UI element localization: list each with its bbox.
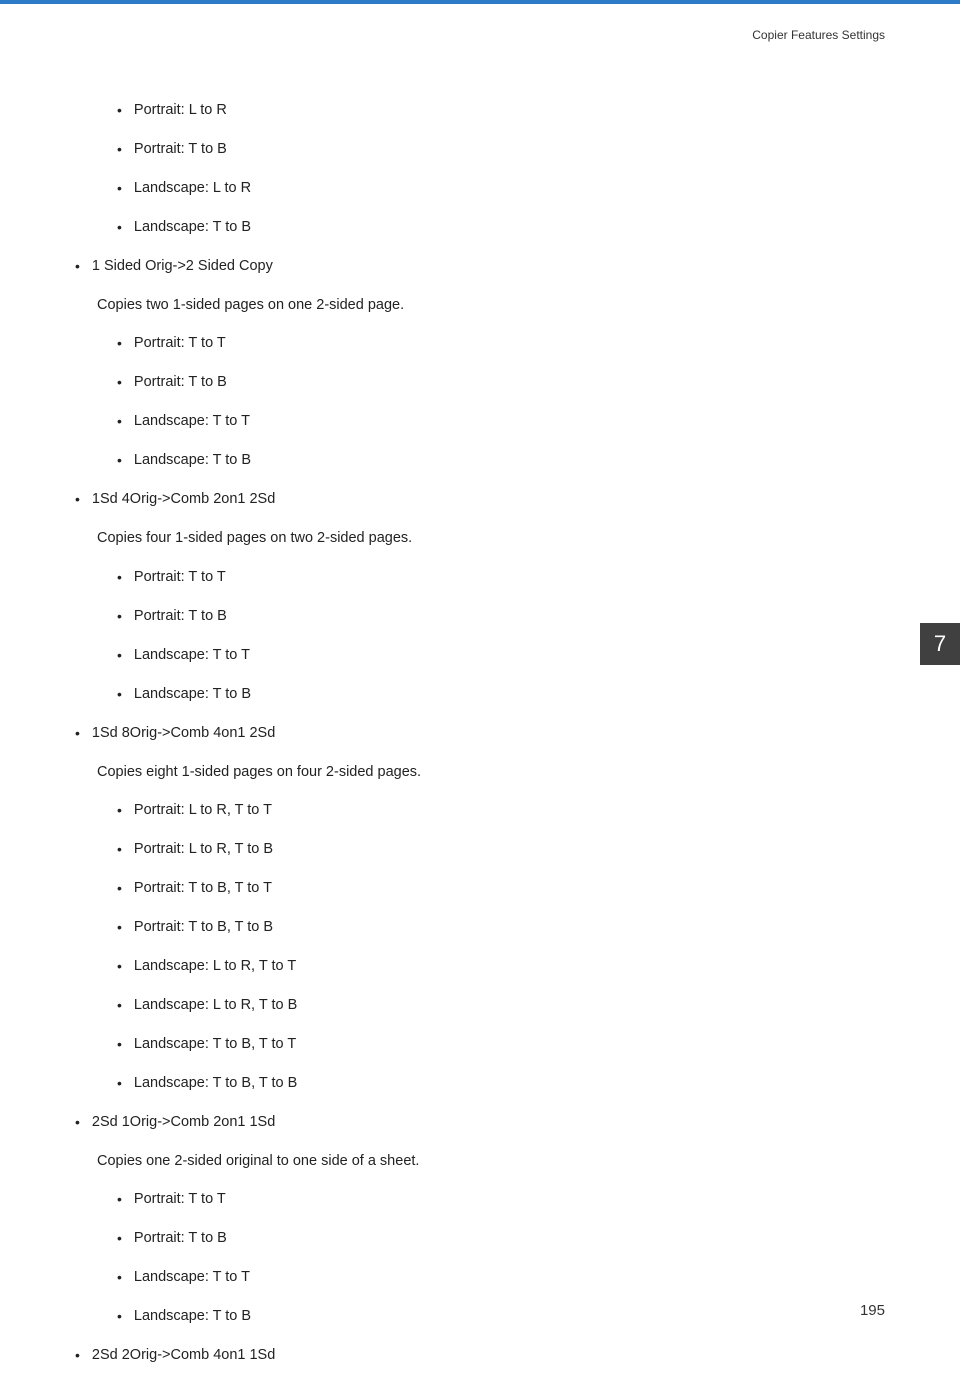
list-item-text: Portrait: T to B <box>134 1228 227 1248</box>
description-text: Copies four 1-sided pages on two 2-sided… <box>75 528 855 548</box>
bullet-icon: • <box>117 178 122 199</box>
list-item-text: Landscape: L to R, T to T <box>134 956 296 976</box>
bullet-icon: • <box>75 256 80 277</box>
list-item: • Portrait: T to B <box>75 606 855 627</box>
description-text: Copies two 1-sided pages on one 2-sided … <box>75 295 855 315</box>
list-item: • Portrait: T to B <box>75 1228 855 1249</box>
list-item: • 1Sd 8Orig->Comb 4on1 2Sd <box>75 723 855 744</box>
bullet-icon: • <box>117 139 122 160</box>
list-item-text: Landscape: T to T <box>134 411 250 431</box>
bullet-icon: • <box>117 800 122 821</box>
list-item: • Landscape: T to T <box>75 1267 855 1288</box>
bullet-icon: • <box>117 567 122 588</box>
list-item-text: Portrait: T to B <box>134 139 227 159</box>
bullet-icon: • <box>117 1073 122 1094</box>
list-item: • Portrait: L to R <box>75 100 855 121</box>
bullet-icon: • <box>117 217 122 238</box>
list-item: • Landscape: T to T <box>75 411 855 432</box>
list-item: • Landscape: L to R <box>75 178 855 199</box>
list-item-text: Landscape: T to T <box>134 1267 250 1287</box>
list-item: • Landscape: T to B, T to B <box>75 1073 855 1094</box>
list-item: • Portrait: L to R, T to B <box>75 839 855 860</box>
list-item: • Landscape: T to B, T to T <box>75 1034 855 1055</box>
list-item: • Portrait: T to T <box>75 1189 855 1210</box>
list-item: • Portrait: T to T <box>75 333 855 354</box>
page-number: 195 <box>860 1302 885 1319</box>
list-item: • 1Sd 4Orig->Comb 2on1 2Sd <box>75 489 855 510</box>
list-item: • 2Sd 1Orig->Comb 2on1 1Sd <box>75 1112 855 1133</box>
bullet-icon: • <box>117 333 122 354</box>
list-item-text: Portrait: T to B <box>134 606 227 626</box>
list-item: • Landscape: L to R, T to B <box>75 995 855 1016</box>
bullet-icon: • <box>75 1112 80 1133</box>
bullet-icon: • <box>117 839 122 860</box>
bullet-icon: • <box>75 489 80 510</box>
list-item: • Portrait: T to T <box>75 567 855 588</box>
bullet-icon: • <box>117 995 122 1016</box>
bullet-icon: • <box>117 100 122 121</box>
list-item: • Landscape: T to B <box>75 1306 855 1327</box>
list-item: • Portrait: L to R, T to T <box>75 800 855 821</box>
bullet-icon: • <box>117 411 122 432</box>
bullet-icon: • <box>117 1228 122 1249</box>
bullet-icon: • <box>117 956 122 977</box>
list-item-text: Portrait: L to R, T to B <box>134 839 273 859</box>
list-item-text: 1Sd 8Orig->Comb 4on1 2Sd <box>92 723 275 743</box>
list-item: • Landscape: L to R, T to T <box>75 956 855 977</box>
list-item: • Landscape: T to T <box>75 645 855 666</box>
bullet-icon: • <box>117 917 122 938</box>
list-item-text: 2Sd 2Orig->Comb 4on1 1Sd <box>92 1345 275 1365</box>
bullet-icon: • <box>117 684 122 705</box>
list-item-text: Landscape: T to B <box>134 1306 251 1326</box>
bullet-icon: • <box>75 1345 80 1366</box>
list-item-text: 1Sd 4Orig->Comb 2on1 2Sd <box>92 489 275 509</box>
list-item-text: Portrait: T to B, T to T <box>134 878 272 898</box>
list-item-text: Landscape: T to B <box>134 217 251 237</box>
list-item-text: 2Sd 1Orig->Comb 2on1 1Sd <box>92 1112 275 1132</box>
list-item-text: 1 Sided Orig->2 Sided Copy <box>92 256 273 276</box>
list-item-text: Portrait: T to B, T to B <box>134 917 273 937</box>
list-item-text: Portrait: L to R, T to T <box>134 800 272 820</box>
bullet-icon: • <box>117 606 122 627</box>
bullet-icon: • <box>117 1306 122 1327</box>
description-text: Copies eight 1-sided pages on four 2-sid… <box>75 762 855 782</box>
list-item-text: Landscape: T to B, T to T <box>134 1034 296 1054</box>
list-item-text: Portrait: T to T <box>134 333 226 353</box>
bullet-icon: • <box>117 450 122 471</box>
bullet-icon: • <box>117 1189 122 1210</box>
list-item-text: Landscape: T to B, T to B <box>134 1073 297 1093</box>
bullet-icon: • <box>117 1267 122 1288</box>
list-item-text: Portrait: T to B <box>134 372 227 392</box>
list-item-text: Landscape: T to B <box>134 450 251 470</box>
bullet-icon: • <box>117 372 122 393</box>
list-item-text: Landscape: L to R <box>134 178 251 198</box>
list-item-text: Landscape: T to B <box>134 684 251 704</box>
list-item: • 2Sd 2Orig->Comb 4on1 1Sd <box>75 1345 855 1366</box>
description-text: Copies one 2-sided original to one side … <box>75 1151 855 1171</box>
list-item: • Portrait: T to B, T to T <box>75 878 855 899</box>
list-item: • Portrait: T to B, T to B <box>75 917 855 938</box>
bullet-icon: • <box>117 878 122 899</box>
list-item-text: Landscape: L to R, T to B <box>134 995 297 1015</box>
list-item: • Landscape: T to B <box>75 684 855 705</box>
list-item-text: Portrait: T to T <box>134 567 226 587</box>
header-section-title: Copier Features Settings <box>752 28 885 42</box>
list-item: • Landscape: T to B <box>75 450 855 471</box>
chapter-tab: 7 <box>920 623 960 665</box>
list-item-text: Portrait: T to T <box>134 1189 226 1209</box>
list-item: • 1 Sided Orig->2 Sided Copy <box>75 256 855 277</box>
list-item: • Portrait: T to B <box>75 372 855 393</box>
bullet-icon: • <box>75 723 80 744</box>
top-border <box>0 0 960 4</box>
bullet-icon: • <box>117 1034 122 1055</box>
content-area: • Portrait: L to R • Portrait: T to B • … <box>75 100 855 1384</box>
list-item: • Portrait: T to B <box>75 139 855 160</box>
list-item-text: Landscape: T to T <box>134 645 250 665</box>
bullet-icon: • <box>117 645 122 666</box>
list-item: • Landscape: T to B <box>75 217 855 238</box>
list-item-text: Portrait: L to R <box>134 100 227 120</box>
